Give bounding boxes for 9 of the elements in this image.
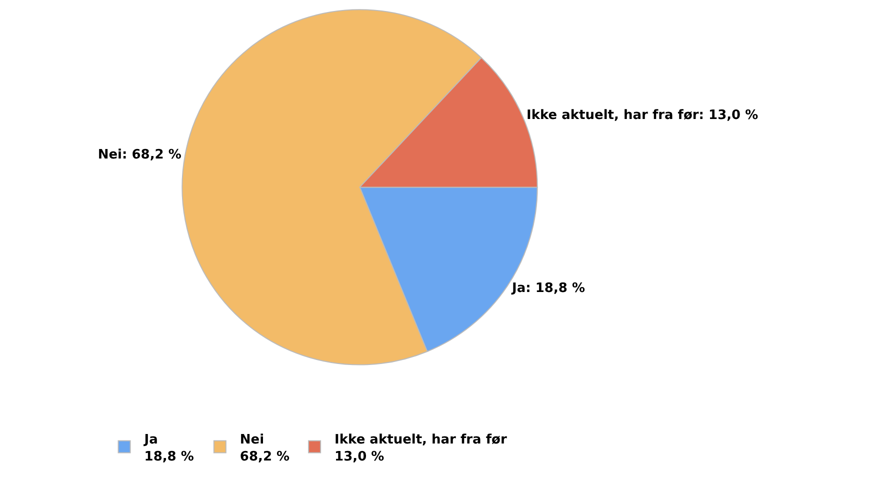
legend-label: Ikke aktuelt, har fra før [334, 432, 508, 448]
data-label: Ikke aktuelt, har fra før: 13,0 % [526, 108, 758, 123]
text: 18,8 % [144, 449, 194, 464]
legend-label: Ja [143, 432, 158, 448]
legend-label: Nei [240, 432, 264, 448]
text: 68,2 % [240, 449, 290, 464]
data-label: Ja: 18,8 % [511, 280, 585, 296]
data-label: Nei: 68,2 % [98, 147, 182, 162]
text: 13,0 % [334, 449, 384, 464]
